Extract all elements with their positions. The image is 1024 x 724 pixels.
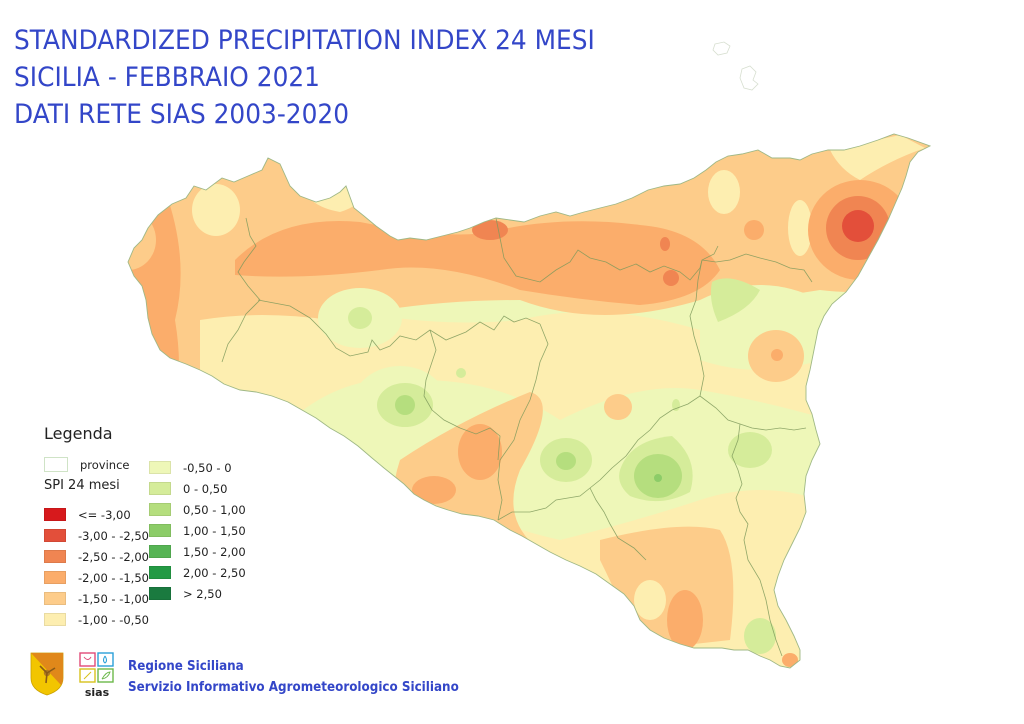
legend-label: -0,50 - 0 [183,460,232,475]
legend-column-positive: -0,50 - 0 0 - 0,50 0,50 - 1,00 1,00 - 1,50 1… [149,457,246,604]
legend-swatch [149,461,171,474]
org-name: Regione Siciliana [128,659,244,674]
legend-item: > 2,50 [149,583,246,604]
spi-contour-area [458,424,502,480]
legend-label: 1,50 - 2,00 [183,544,246,559]
legend-swatch [149,587,171,600]
province-boundary [257,299,541,357]
province-boundary [497,323,549,521]
spi-contour-area [744,220,764,240]
spi-contour-area [128,300,830,430]
legend-label: -1,00 - -0,50 [78,612,149,627]
legend-label: 2,00 - 2,50 [183,565,246,580]
legend-item: -1,00 - -0,50 [44,609,149,630]
legend-item: <= -3,00 [44,504,149,525]
legend-swatch [149,524,171,537]
aeolian-island-2 [739,65,759,91]
legend-item: 0 - 0,50 [149,478,246,499]
province-boundary [221,217,261,363]
province-boundary [731,423,783,657]
spi-contour-area [788,200,812,256]
title-line-3: DATI RETE SIAS 2003-2020 [14,99,350,130]
aeolian-island-1 [712,41,731,56]
spi-contour-area [395,395,415,415]
spi-contour-area [782,653,798,667]
spi-contour-area [235,221,720,305]
legend-label: 1,00 - 1,50 [183,523,246,538]
legend-swatch [149,545,171,558]
spi-contour-area [348,307,372,329]
spi-contour-area [663,270,679,286]
spi-contour-area [604,394,632,420]
service-name: Servizio Informativo Agrometeorologico S… [128,680,459,695]
spi-contour-area [472,220,508,240]
legend-swatch [149,482,171,495]
legend-item: 1,00 - 1,50 [149,520,246,541]
spi-contour-area [654,474,662,482]
spi-contour-area [708,170,740,214]
legend-item-province: province [44,457,130,472]
legend-item: -2,50 - -2,00 [44,546,149,567]
legend-label: -2,00 - -1,50 [78,570,149,585]
spi-contour-area [660,237,670,251]
spi-contour-area [667,590,703,650]
legend-label-province: province [80,457,130,472]
province-boundary [589,259,705,489]
legend-label: <= -3,00 [78,507,131,522]
legend-item: 1,50 - 2,00 [149,541,246,562]
legend-item: -2,00 - -1,50 [44,567,149,588]
spi-contour-area [771,349,783,361]
map-title: STANDARDIZED PRECIPITATION INDEX 24 MESI… [14,22,645,133]
legend-label: > 2,50 [183,586,222,601]
legend-swatch [44,529,66,542]
legend-swatch [44,613,66,626]
legend-item: 0,50 - 1,00 [149,499,246,520]
province-boundary [589,487,647,561]
legend-label: 0 - 0,50 [183,481,228,496]
province-boundary [701,253,813,283]
title-line-1: STANDARDIZED PRECIPITATION INDEX 24 MESI [14,25,595,56]
legend-swatch [149,503,171,516]
province-swatch [44,457,68,472]
province-boundary [495,217,719,283]
province-boundary [423,329,501,461]
spi-contour-area [128,190,181,420]
province-boundary [497,487,591,521]
spi-contour-area [710,278,760,322]
sias-logo-icon: sias [79,652,114,698]
sias-logo-text: sias [85,686,110,698]
spi-contour-area [192,184,240,236]
legend-item: -1,50 - -1,00 [44,588,149,609]
footer-text: Regione Siciliana Servizio Informativo A… [128,656,488,698]
legend-label: 0,50 - 1,00 [183,502,246,517]
legend-item: 2,00 - 2,50 [149,562,246,583]
legend-swatch [149,566,171,579]
legend: Legenda province SPI 24 mesi <= -3,00 -3,… [44,424,284,627]
legend-label: -2,50 - -2,00 [78,549,149,564]
spi-contour-area [744,618,776,654]
spi-contour-area [634,580,666,620]
legend-title: Legenda [44,424,113,443]
legend-swatch [44,508,66,521]
province-boundary [699,395,807,431]
legend-subtitle: SPI 24 mesi [44,478,120,493]
legend-swatch [44,571,66,584]
legend-swatch [44,592,66,605]
legend-label: -3,00 - -2,50 [78,528,149,543]
spi-contour-area [456,368,466,378]
legend-column-negative: <= -3,00 -3,00 - -2,50 -2,50 - -2,00 -2,00 … [44,504,149,630]
spi-contour-area [600,526,734,650]
title-line-2: SICILIA - FEBBRAIO 2021 [14,62,320,93]
legend-label: -1,50 - -1,00 [78,591,149,606]
spi-contour-area [556,452,576,470]
legend-swatch [44,550,66,563]
regione-siciliana-shield-icon [30,652,64,696]
spi-contour-area [842,210,874,242]
spi-contour-area [728,432,772,468]
legend-item: -0,50 - 0 [149,457,246,478]
legend-item: -3,00 - -2,50 [44,525,149,546]
spi-contour-area [412,476,456,504]
